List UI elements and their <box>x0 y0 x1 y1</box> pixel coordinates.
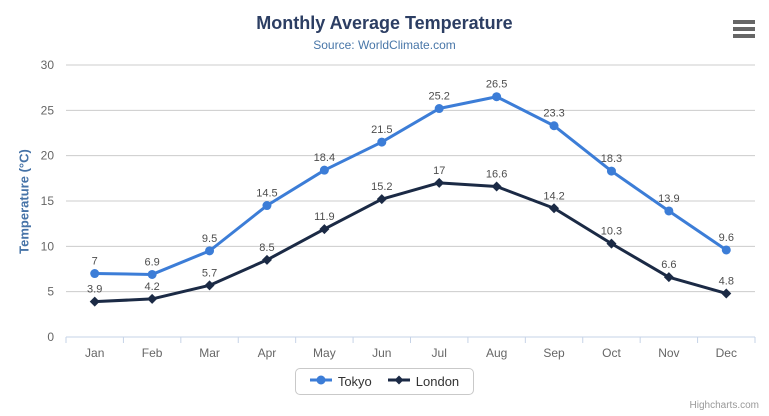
london-series-marker-icon <box>387 374 410 389</box>
data-point-london[interactable] <box>663 272 674 283</box>
data-label: 25.2 <box>428 91 449 103</box>
x-axis-label: Jun <box>372 346 391 360</box>
legend-item-tokyo[interactable]: Tokyo <box>309 374 372 389</box>
data-label: 26.5 <box>486 79 507 91</box>
data-label: 23.3 <box>543 108 564 120</box>
data-point-london[interactable] <box>261 254 272 265</box>
context-menu-button[interactable] <box>733 20 757 38</box>
data-label: 5.7 <box>202 267 217 279</box>
data-label: 17 <box>433 165 445 177</box>
x-axis-label: Jul <box>432 346 447 360</box>
x-axis-label: Mar <box>199 346 220 360</box>
data-label: 14.2 <box>543 190 564 202</box>
data-point-tokyo[interactable] <box>147 269 157 279</box>
data-label: 9.6 <box>719 232 734 244</box>
data-label: 13.9 <box>658 193 679 205</box>
data-point-london[interactable] <box>434 177 445 188</box>
series-line-london[interactable] <box>93 181 728 304</box>
data-point-london[interactable] <box>89 296 100 307</box>
data-point-tokyo[interactable] <box>549 121 559 131</box>
legend-box: Tokyo London <box>294 368 475 395</box>
data-point-london[interactable] <box>204 280 215 291</box>
data-label: 6.9 <box>144 256 159 268</box>
data-label: 4.8 <box>719 275 734 287</box>
x-axis-label: Feb <box>142 346 163 360</box>
data-label: 3.9 <box>87 284 102 296</box>
data-point-tokyo[interactable] <box>205 246 215 256</box>
data-label: 10.3 <box>601 226 622 238</box>
legend-label-london: London <box>415 374 460 389</box>
y-axis-label: 5 <box>47 285 54 299</box>
data-point-london[interactable] <box>549 203 560 214</box>
data-point-tokyo[interactable] <box>721 245 731 255</box>
x-axis-label: Aug <box>486 346 507 360</box>
data-label: 6.6 <box>661 259 676 271</box>
chart-title: Monthly Average Temperature <box>256 13 513 33</box>
data-point-london[interactable] <box>147 293 158 304</box>
x-axis-label: May <box>313 346 336 360</box>
data-label: 14.5 <box>256 188 277 200</box>
data-point-tokyo[interactable] <box>664 206 674 216</box>
data-point-london[interactable] <box>319 224 330 235</box>
data-label: 7 <box>92 256 98 268</box>
data-label: 21.5 <box>371 124 392 136</box>
x-axis-label: Sep <box>543 346 565 360</box>
series-line-tokyo[interactable] <box>93 95 728 276</box>
data-point-london[interactable] <box>491 181 502 192</box>
hamburger-menu-icon <box>733 27 755 31</box>
data-point-tokyo[interactable] <box>434 104 444 114</box>
data-label: 8.5 <box>259 242 274 254</box>
y-axis-label: 0 <box>47 330 54 344</box>
x-axis-label: Oct <box>602 346 621 360</box>
x-axis-label: Dec <box>716 346 737 360</box>
data-label: 18.4 <box>314 152 335 164</box>
tokyo-series-marker-icon <box>309 374 332 389</box>
hamburger-menu-icon <box>733 20 755 24</box>
x-axis-label: Nov <box>658 346 679 360</box>
data-point-tokyo[interactable] <box>90 269 100 279</box>
data-point-tokyo[interactable] <box>606 166 616 176</box>
y-axis-label: 30 <box>41 58 55 72</box>
x-axis-label: Apr <box>258 346 277 360</box>
data-label: 16.6 <box>486 168 507 180</box>
data-label: 9.5 <box>202 233 217 245</box>
credits-link[interactable]: Highcharts.com <box>689 400 759 411</box>
legend-item-london[interactable]: London <box>387 374 460 389</box>
x-axis-label: Jan <box>85 346 104 360</box>
data-label: 18.3 <box>601 153 622 165</box>
legend: Tokyo London <box>0 368 769 395</box>
y-axis-label: 20 <box>41 149 55 163</box>
data-label: 15.2 <box>371 181 392 193</box>
data-label: 11.9 <box>314 211 335 223</box>
data-point-london[interactable] <box>606 238 617 249</box>
y-axis-label: 15 <box>41 194 55 208</box>
data-point-tokyo[interactable] <box>492 92 502 102</box>
data-point-tokyo[interactable] <box>377 137 387 147</box>
y-axis-label: 25 <box>41 103 55 117</box>
legend-label-tokyo: Tokyo <box>337 374 372 389</box>
data-point-london[interactable] <box>721 288 732 299</box>
chart-subtitle: Source: WorldClimate.com <box>313 38 456 52</box>
data-point-london[interactable] <box>376 194 387 205</box>
data-point-tokyo[interactable] <box>319 165 329 175</box>
data-label: 4.2 <box>144 281 159 293</box>
y-axis-label: 10 <box>41 239 55 253</box>
hamburger-menu-icon <box>733 34 755 38</box>
data-point-tokyo[interactable] <box>262 201 272 211</box>
